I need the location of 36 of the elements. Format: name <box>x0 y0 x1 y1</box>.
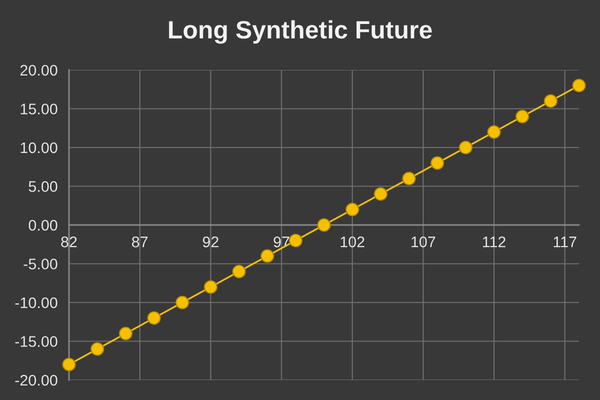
x-tick-label: 107 <box>412 236 436 248</box>
x-tick-label: 87 <box>132 236 148 248</box>
point <box>402 172 416 186</box>
y-tick-label: -10.00 <box>15 297 58 308</box>
chart-title: Long Synthetic Future <box>169 20 432 44</box>
point <box>260 249 274 263</box>
y-tick-label: 10.00 <box>20 142 58 154</box>
point <box>572 78 586 92</box>
point <box>346 202 360 216</box>
point <box>430 156 444 170</box>
y-tick-label: 0.00 <box>28 220 58 231</box>
point <box>176 296 190 310</box>
point <box>487 125 501 139</box>
x-tick-label: 92 <box>202 236 218 248</box>
point <box>544 94 558 108</box>
y-tick-label: -20.00 <box>15 374 58 386</box>
y-tick-label: 20.00 <box>20 64 58 76</box>
point <box>62 358 76 372</box>
point <box>374 187 388 201</box>
point <box>232 264 246 278</box>
point <box>147 311 161 325</box>
point <box>317 218 331 232</box>
point <box>516 110 530 124</box>
y-tick-label: 5.00 <box>28 181 58 192</box>
x-tick-label: 102 <box>340 236 364 248</box>
y-tick-label: 15.00 <box>20 104 58 114</box>
point <box>458 140 472 154</box>
point <box>90 342 104 356</box>
y-tick-label: -15.00 <box>15 336 58 347</box>
point <box>288 234 302 248</box>
point <box>204 280 218 294</box>
x-tick-label: 117 <box>554 236 576 248</box>
x-tick-label: 112 <box>482 236 506 248</box>
y-tick-label: -5.00 <box>24 258 58 270</box>
x-tick-label: 82 <box>61 236 77 248</box>
point <box>118 326 132 340</box>
